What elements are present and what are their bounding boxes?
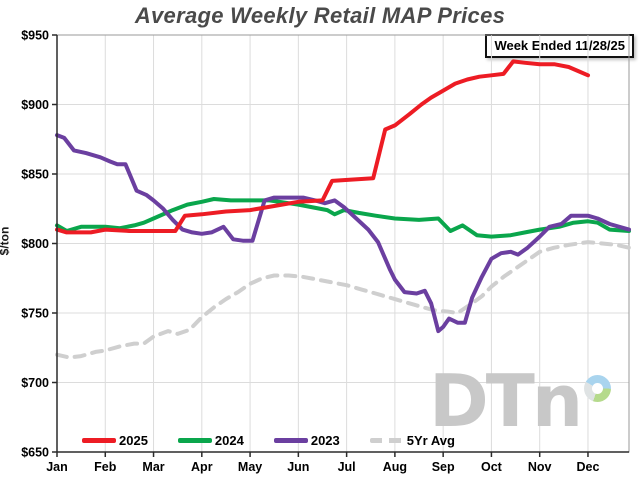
- x-tick-label: May: [238, 460, 262, 474]
- y-tick-label: $850: [21, 168, 49, 182]
- legend-label-5yr-avg: 5Yr Avg: [406, 433, 455, 448]
- x-tick-label: Feb: [94, 460, 117, 474]
- legend-label-2024: 2024: [214, 433, 244, 448]
- legend-swatch-2023-icon: [273, 438, 308, 443]
- legend-swatch-2025-icon: [82, 438, 116, 443]
- legend-item-2023: 2023: [273, 433, 340, 448]
- y-tick-label: $950: [21, 29, 49, 43]
- x-tick-label: Jun: [287, 460, 309, 474]
- y-tick-label: $900: [21, 98, 49, 112]
- x-tick-label: Sep: [432, 460, 455, 474]
- y-tick-label: $750: [21, 307, 49, 321]
- x-tick-label: Jul: [338, 460, 356, 474]
- x-tick-label: Aug: [383, 460, 407, 474]
- series-line-2025: [55, 59, 590, 235]
- dtn-logo-ring-hole: [592, 383, 603, 394]
- chart-title: Average Weekly Retail MAP Prices: [134, 3, 506, 28]
- legend-swatch-2024-icon: [177, 438, 212, 443]
- legend-label-2025: 2025: [119, 433, 148, 448]
- y-tick-label: $650: [21, 446, 49, 460]
- x-tick-label: Mar: [142, 460, 164, 474]
- x-tick-label: Dec: [577, 460, 600, 474]
- x-tick-label: Jan: [46, 460, 68, 474]
- chart-legend: 2025 2024 2023 5Yr Avg: [82, 433, 455, 448]
- dtn-logo-ring-icon: [584, 375, 611, 402]
- legend-item-5yr-avg: 5Yr Avg: [369, 433, 455, 448]
- y-tick-label: $700: [21, 376, 49, 390]
- x-tick-label: Apr: [191, 460, 213, 474]
- legend-swatch-5yr-avg-icon: [369, 438, 404, 443]
- x-tick-label: Oct: [481, 460, 503, 474]
- series-line-2024: [55, 197, 631, 239]
- legend-item-2025: 2025: [82, 433, 148, 448]
- dtn-logo: DTn: [429, 359, 583, 443]
- y-tick-label: $800: [21, 237, 49, 251]
- legend-label-2023: 2023: [310, 433, 340, 448]
- series-line-5yr-avg: [55, 240, 631, 360]
- series-line-2023: [55, 133, 631, 334]
- legend-item-2024: 2024: [177, 433, 244, 448]
- x-tick-label: Nov: [528, 460, 552, 474]
